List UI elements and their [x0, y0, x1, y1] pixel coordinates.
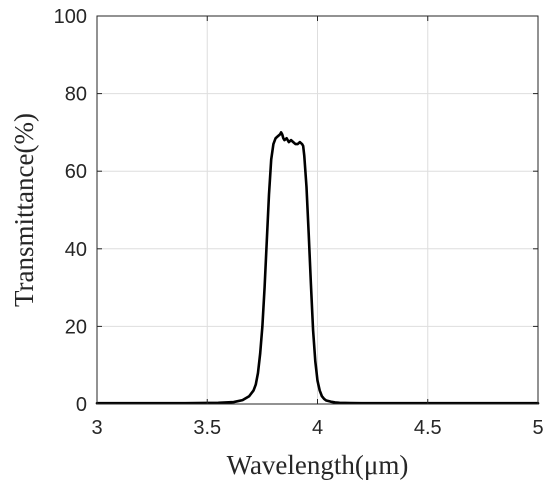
- series-line-0: [95, 131, 540, 405]
- x-tick-label: 3.5: [193, 417, 221, 439]
- series-layer: [95, 131, 540, 405]
- x-tick-label: 4.5: [414, 417, 442, 439]
- x-tick-label: 3: [91, 417, 102, 439]
- y-tick-label: 100: [54, 6, 87, 28]
- y-tick-label: 80: [65, 84, 87, 106]
- tick-labels: 3 3.5 4 4.5 5 0 20 40 60 80 100: [54, 6, 544, 439]
- x-axis-label: Wavelength(μm): [227, 450, 409, 480]
- y-axis-label: Transmittance(%): [9, 113, 39, 307]
- grid: [96, 15, 539, 405]
- y-tick-label: 0: [76, 394, 87, 416]
- y-tick-label: 60: [65, 161, 87, 183]
- x-tick-label: 5: [532, 417, 543, 439]
- axes: [96, 15, 539, 405]
- y-tick-label: 40: [65, 239, 87, 261]
- x-tick-label: 4: [312, 417, 323, 439]
- y-tick-label: 20: [65, 316, 87, 338]
